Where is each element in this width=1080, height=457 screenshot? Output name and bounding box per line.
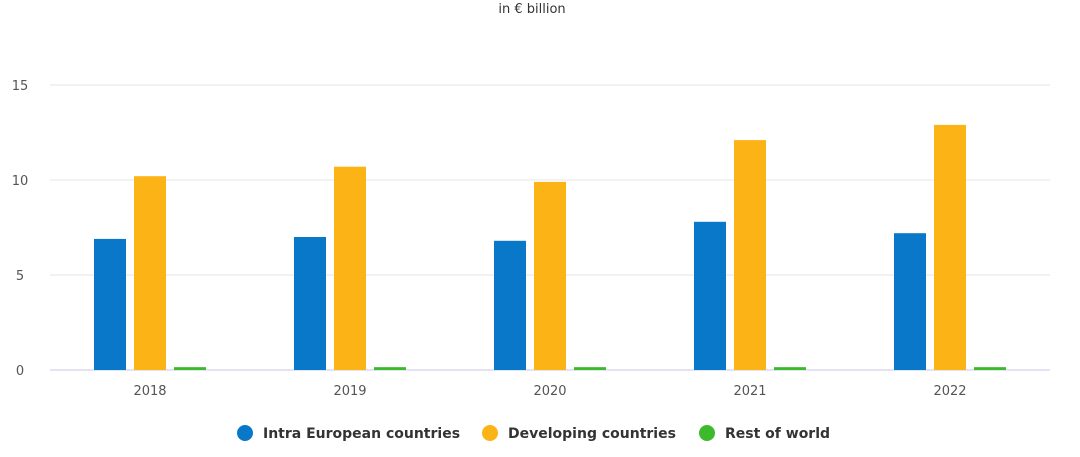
- y-tick-label: 5: [16, 269, 24, 284]
- x-tick-label: 2022: [933, 384, 966, 399]
- legend-item-intra-european-countries[interactable]: Intra European countries: [237, 425, 460, 442]
- y-axis-labels: 0 5 10 15: [12, 79, 29, 379]
- legend-label: Developing countries: [508, 426, 676, 442]
- bar-rest-of-world-2018[interactable]: [174, 367, 206, 370]
- bar-intra-european-countries-2018[interactable]: [94, 238, 126, 370]
- chart-subtitle: in € billion: [498, 2, 565, 17]
- bar-rest-of-world-2020[interactable]: [574, 367, 606, 370]
- x-tick-label: 2021: [733, 384, 766, 399]
- x-tick-label: 2020: [533, 384, 566, 399]
- y-tick-label: 0: [16, 364, 24, 379]
- legend-marker-icon: [237, 425, 253, 441]
- legend-marker-icon: [482, 425, 498, 441]
- x-tick-label: 2019: [333, 384, 366, 399]
- bar-developing-countries-2019[interactable]: [334, 166, 366, 370]
- legend-marker-icon: [699, 425, 715, 441]
- bar-rest-of-world-2022[interactable]: [974, 367, 1006, 370]
- bar-intra-european-countries-2022[interactable]: [894, 233, 926, 370]
- legend-label: Rest of world: [725, 426, 830, 442]
- bar-developing-countries-2020[interactable]: [534, 181, 566, 370]
- bar-rest-of-world-2021[interactable]: [774, 367, 806, 370]
- bar-developing-countries-2022[interactable]: [934, 124, 966, 371]
- bar-developing-countries-2021[interactable]: [734, 140, 766, 370]
- legend-item-rest-of-world[interactable]: Rest of world: [699, 425, 830, 442]
- x-tick-label: 2018: [133, 384, 166, 399]
- bar-rest-of-world-2019[interactable]: [374, 367, 406, 370]
- bars: [94, 124, 1006, 371]
- y-tick-label: 10: [12, 174, 29, 189]
- bar-intra-european-countries-2019[interactable]: [294, 237, 326, 370]
- x-axis-labels: 2018 2019 2020 2021 2022: [133, 384, 966, 399]
- legend-item-developing-countries[interactable]: Developing countries: [482, 425, 676, 442]
- legend-label: Intra European countries: [263, 426, 460, 442]
- y-tick-label: 15: [12, 79, 29, 94]
- bar-intra-european-countries-2020[interactable]: [494, 240, 526, 370]
- legend: Intra European countries Developing count…: [237, 425, 830, 442]
- bar-intra-european-countries-2021[interactable]: [694, 221, 726, 370]
- bar-developing-countries-2018[interactable]: [134, 176, 166, 370]
